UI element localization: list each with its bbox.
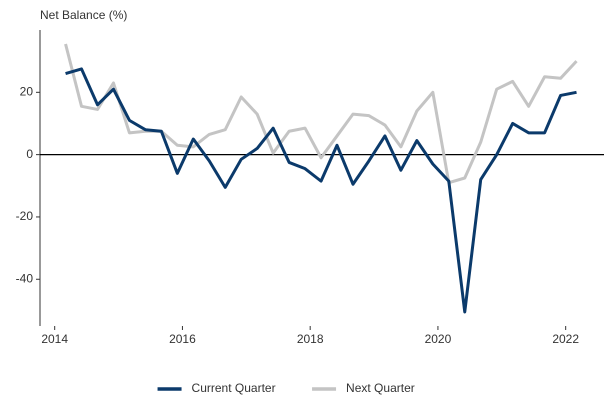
y-axis-title: Net Balance (%) bbox=[40, 8, 127, 22]
x-tick-label: 2018 bbox=[297, 332, 324, 346]
y-tick-label: -40 bbox=[16, 271, 34, 285]
x-tick-label: 2016 bbox=[169, 332, 196, 346]
x-tick-label: 2014 bbox=[41, 332, 68, 346]
legend-label: Current Quarter bbox=[192, 381, 276, 395]
x-tick-label: 2022 bbox=[552, 332, 579, 346]
series-line bbox=[65, 67, 577, 314]
y-tick-label: 20 bbox=[20, 84, 34, 98]
legend-label: Next Quarter bbox=[346, 381, 415, 395]
series-line bbox=[64, 43, 578, 185]
x-tick-label: 2020 bbox=[425, 332, 452, 346]
y-tick-label: -20 bbox=[16, 209, 34, 223]
y-tick-label: 0 bbox=[26, 147, 33, 161]
